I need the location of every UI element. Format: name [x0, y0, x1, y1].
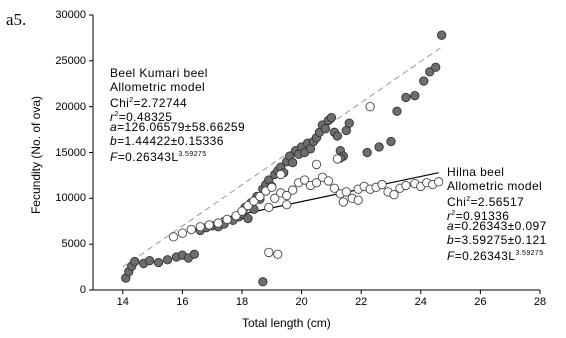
filled-point — [386, 136, 396, 147]
annotation-line: Allometric model — [447, 178, 543, 193]
x-tick-label: 28 — [533, 296, 547, 308]
x-tick-label: 24 — [414, 296, 427, 308]
filled-point — [419, 76, 429, 86]
annotation-line: r2=0.91336 — [447, 208, 510, 223]
filled-point — [243, 213, 253, 224]
annotation-line: F=0.26343L3.59275 — [447, 249, 544, 263]
x-tick-label: 26 — [474, 296, 487, 308]
open-point — [329, 183, 340, 193]
annotation-line: b=3.59275±0.121 — [447, 232, 547, 247]
x-tick-label: 14 — [116, 296, 129, 308]
y-tick-label: 0 — [79, 284, 86, 296]
open-point — [204, 220, 214, 230]
filled-point — [189, 249, 199, 259]
y-tick-label: 20000 — [55, 100, 86, 113]
open-point — [338, 197, 348, 207]
open-point — [276, 169, 286, 180]
open-point — [168, 232, 179, 242]
open-point — [177, 228, 188, 238]
annotation-line: b=1.44422±0.15336 — [110, 133, 224, 148]
y-tick-label: 30000 — [55, 9, 86, 21]
filled-point — [332, 131, 343, 141]
filled-point — [153, 257, 164, 268]
y-tick-label: 10000 — [55, 192, 86, 205]
axes — [89, 14, 541, 294]
filled-point — [144, 256, 155, 266]
open-point — [341, 187, 351, 197]
annotation-line: Beel Kumari beel — [110, 66, 208, 80]
open-point — [222, 214, 232, 225]
x-tick-label: 16 — [176, 296, 189, 308]
open-point — [323, 176, 334, 186]
annotation-line: Allometric model — [110, 79, 206, 94]
open-point — [282, 200, 292, 210]
fit-line-series-0 — [122, 46, 442, 268]
annotation-hilna: Hilna beel Allometric model Chi2=2.56517 r2… — [447, 165, 547, 263]
open-point — [195, 222, 205, 232]
annotation-line: a=126.06579±58.66259 — [110, 120, 246, 134]
annotation-line: r2=0.48325 — [110, 109, 173, 124]
open-point — [213, 218, 223, 228]
open-point — [273, 249, 283, 259]
annotation-line: Chi2=2.56517 — [447, 195, 525, 209]
open-point — [186, 224, 196, 235]
filled-point — [362, 147, 372, 158]
y-tick-label: 15000 — [55, 146, 86, 159]
annotation-line: Chi2=2.72744 — [110, 96, 188, 110]
open-point — [288, 185, 298, 195]
filled-point — [410, 91, 420, 101]
open-point — [270, 193, 280, 203]
filled-point — [431, 62, 441, 72]
open-point — [401, 180, 411, 191]
open-point — [389, 190, 399, 200]
annotation-line: a=0.26343±0.097 — [447, 219, 547, 233]
y-tick-label: 5000 — [61, 238, 86, 251]
open-point — [434, 177, 444, 187]
filled-point — [392, 106, 402, 116]
filled-point — [326, 113, 337, 123]
open-point — [282, 190, 292, 201]
filled-point — [437, 30, 447, 40]
open-point — [264, 247, 274, 258]
x-tick-label: 20 — [295, 296, 308, 308]
open-point — [311, 159, 322, 170]
open-point — [365, 102, 375, 112]
open-point — [311, 178, 322, 188]
filled-point — [130, 256, 140, 267]
filled-point — [374, 142, 384, 152]
x-tick-label: 22 — [355, 296, 368, 308]
open-point — [267, 182, 277, 192]
filled-point — [344, 118, 354, 128]
data-points — [121, 30, 447, 287]
open-point — [377, 179, 387, 190]
filled-point — [401, 92, 411, 103]
panel-label: a5. — [6, 10, 27, 29]
x-tick-label: 18 — [235, 296, 249, 308]
open-point — [255, 191, 265, 202]
x-axis-title: Total length (cm) — [242, 316, 331, 330]
open-point — [237, 206, 247, 216]
filled-point — [258, 277, 268, 287]
annotation-beel-kumari: Beel Kumari beel Allometric model Chi2=2.7… — [110, 66, 246, 164]
y-tick-label: 25000 — [55, 54, 86, 67]
annotation-line: F=0.26343L3.59275 — [110, 150, 207, 164]
open-point — [264, 202, 274, 213]
filled-point — [162, 255, 173, 265]
filled-point — [288, 157, 298, 168]
annotation-line: Hilna beel — [447, 165, 505, 179]
open-point — [353, 195, 363, 205]
filled-point — [320, 124, 331, 134]
open-point — [299, 175, 310, 185]
y-axis-title: Fecundity (No. of ova) — [29, 95, 43, 215]
open-point — [332, 154, 343, 164]
